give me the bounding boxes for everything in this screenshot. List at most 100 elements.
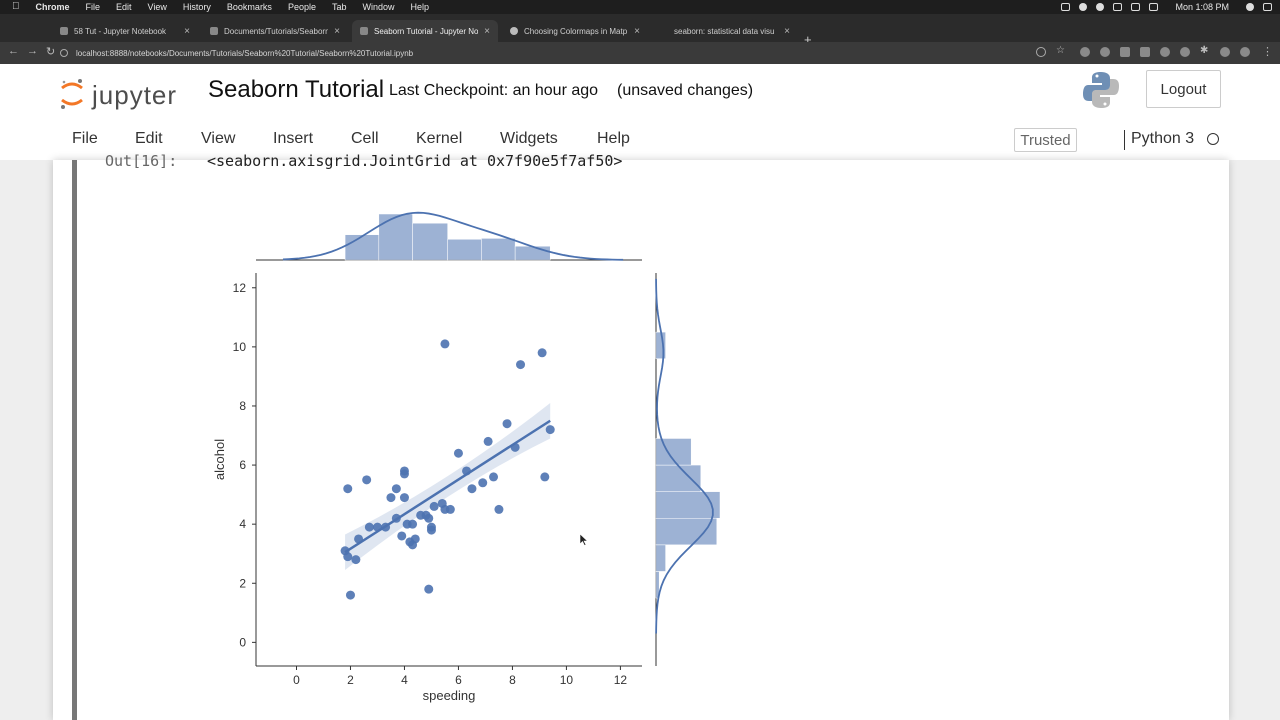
os-menu-window[interactable]: Window <box>354 2 394 12</box>
scatter-point <box>391 484 401 494</box>
new-tab-icon[interactable]: + <box>804 32 812 47</box>
jupyter-favicon-icon <box>360 27 368 35</box>
y-axis-label: alcohol <box>212 439 227 480</box>
apple-icon[interactable]:  <box>12 0 28 14</box>
menu-widgets[interactable]: Widgets <box>500 130 558 147</box>
selected-cell-indicator <box>72 160 77 720</box>
menu-file[interactable]: File <box>72 130 98 147</box>
marginal-x-bar <box>481 238 516 261</box>
x-tick-label: 10 <box>560 673 574 687</box>
menu-help[interactable]: Help <box>597 130 630 147</box>
y-tick-label: 8 <box>239 399 246 413</box>
scatter-point <box>386 493 396 503</box>
os-menu-file[interactable]: File <box>78 2 101 12</box>
output-text[interactable]: <seaborn.axisgrid.JointGrid at 0x7f90e5f… <box>207 152 623 170</box>
autosave-status: (unsaved changes) <box>617 82 754 99</box>
extension-icon[interactable] <box>1160 47 1170 57</box>
scatter-point <box>399 469 409 479</box>
extension-icon[interactable] <box>1100 47 1110 57</box>
extension-icon[interactable] <box>1220 47 1230 57</box>
volume-icon[interactable] <box>1149 3 1159 11</box>
battery-icon[interactable] <box>1061 3 1071 11</box>
menu-insert[interactable]: Insert <box>273 130 314 147</box>
logout-button[interactable]: Logout <box>1146 70 1221 108</box>
kernel-idle-icon <box>1207 133 1219 145</box>
menu-cell[interactable]: Cell <box>351 130 379 147</box>
os-clock[interactable]: Mon 1:08 PM <box>1175 2 1229 12</box>
extension-icon[interactable] <box>1120 47 1130 57</box>
os-menu-chrome[interactable]: Chrome <box>28 2 70 12</box>
scatter-point <box>489 472 499 482</box>
forward-arrow-icon[interactable]: → <box>27 45 38 57</box>
os-menu-help[interactable]: Help <box>403 2 430 12</box>
mouse-cursor-icon <box>580 534 588 546</box>
os-menu-bookmarks[interactable]: Bookmarks <box>219 2 272 12</box>
x-tick-label: 2 <box>347 673 354 687</box>
trusted-indicator[interactable]: Trusted <box>1014 128 1077 152</box>
spotlight-search-icon[interactable] <box>1246 3 1254 11</box>
scatter-point <box>343 484 353 494</box>
display-icon[interactable] <box>1113 3 1123 11</box>
address-url[interactable]: localhost:8888/notebooks/Documents/Tutor… <box>76 48 414 58</box>
menu-view[interactable]: View <box>201 130 236 147</box>
jupyter-favicon-icon <box>60 27 68 35</box>
sync-icon[interactable] <box>1096 3 1105 11</box>
x-tick-label: 8 <box>509 673 516 687</box>
extensions-puzzle-icon[interactable]: ✱ <box>1200 45 1209 56</box>
notification-center-icon[interactable] <box>1263 3 1272 11</box>
extension-icon[interactable] <box>1180 47 1190 57</box>
close-tab-icon[interactable]: × <box>484 25 490 37</box>
browser-tab[interactable]: Choosing Colormaps in Matp × <box>502 20 648 42</box>
marginal-y-bar <box>655 544 666 572</box>
search-icon[interactable] <box>1036 47 1046 57</box>
os-menu-people[interactable]: People <box>280 2 316 12</box>
os-menu-history[interactable]: History <box>175 2 211 12</box>
scatter-point <box>364 522 374 532</box>
last-checkpoint: Last Checkpoint: an hour ago <box>389 82 599 99</box>
x-tick-label: 12 <box>614 673 628 687</box>
marginal-x-kde <box>282 211 624 261</box>
close-tab-icon[interactable]: × <box>334 25 340 37</box>
scatter-point <box>362 475 372 485</box>
close-tab-icon[interactable]: × <box>184 25 190 37</box>
browser-toolbar: ← → ↻ localhost:8888/notebooks/Documents… <box>0 42 1280 64</box>
site-info-icon[interactable] <box>60 49 68 57</box>
y-tick-label: 2 <box>239 576 246 590</box>
chrome-menu-icon[interactable]: ⋮ <box>1262 46 1273 58</box>
seaborn-favicon-icon <box>660 27 668 35</box>
os-menu-view[interactable]: View <box>140 2 167 12</box>
close-tab-icon[interactable]: × <box>784 25 790 37</box>
address-bar[interactable]: localhost:8888/notebooks/Documents/Tutor… <box>60 45 1030 61</box>
scatter-point <box>537 348 547 358</box>
close-tab-icon[interactable]: × <box>634 25 640 37</box>
jupyter-logo[interactable]: jupyter <box>56 74 196 114</box>
reload-icon[interactable]: ↻ <box>46 46 56 58</box>
scatter-point <box>410 534 420 544</box>
x-tick-label: 4 <box>401 673 408 687</box>
browser-tab[interactable]: seaborn: statistical data visu × <box>652 20 798 42</box>
scatter-point <box>345 590 355 600</box>
notebook-title[interactable]: Seaborn Tutorial <box>208 76 385 103</box>
browser-tab[interactable]: 58 Tut - Jupyter Notebook × <box>52 20 198 42</box>
extension-icon[interactable] <box>1140 47 1150 57</box>
wifi-icon[interactable] <box>1131 3 1141 11</box>
scatter-point <box>516 360 526 370</box>
profile-avatar-icon[interactable] <box>1240 47 1250 57</box>
scatter-point <box>424 513 434 523</box>
x-axis-label: speeding <box>423 688 476 703</box>
bookmark-star-icon[interactable]: ☆ <box>1056 45 1065 56</box>
browser-tab[interactable]: Documents/Tutorials/Seaborn × <box>202 20 348 42</box>
scatter-point <box>397 531 407 541</box>
os-menu-tab[interactable]: Tab <box>324 2 347 12</box>
back-arrow-icon[interactable]: ← <box>8 45 19 57</box>
browser-tab-active[interactable]: Seaborn Tutorial - Jupyter No × <box>352 20 498 42</box>
record-icon[interactable] <box>1079 3 1088 11</box>
extension-icon[interactable] <box>1080 47 1090 57</box>
joint-plot[interactable]: 0 2 4 6 8 10 12 0 2 4 6 8 10 12 speeding alcohol <box>200 190 740 720</box>
menu-kernel[interactable]: Kernel <box>416 130 463 147</box>
scatter-point <box>424 584 434 594</box>
menu-edit[interactable]: Edit <box>135 130 163 147</box>
os-menu-edit[interactable]: Edit <box>108 2 132 12</box>
marginal-x-bar <box>412 222 448 261</box>
marginal-y-kde <box>655 278 714 634</box>
